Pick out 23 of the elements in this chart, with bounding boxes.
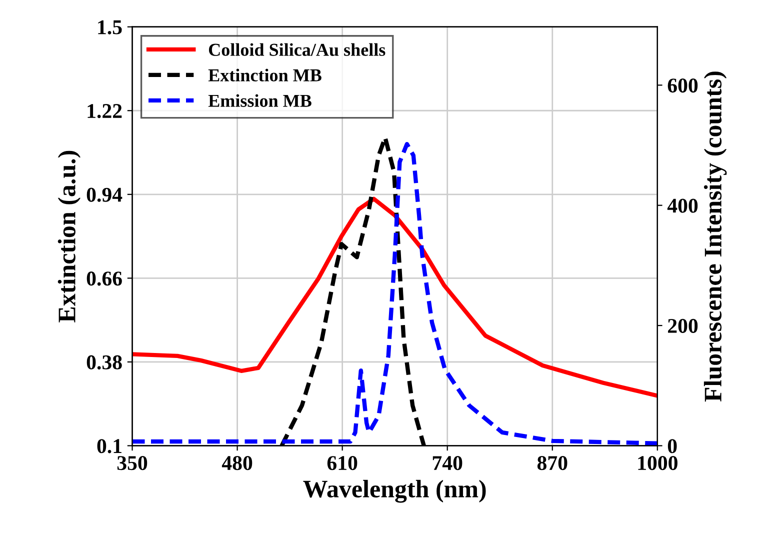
y2-tick-label: 600	[668, 78, 698, 93]
x-tick-label: 480	[222, 456, 252, 470]
x-tick-label: 740	[432, 456, 462, 470]
legend-label: Extinction MB	[208, 68, 322, 82]
line-series	[132, 196, 658, 398]
y-tick-label: 0.66	[86, 272, 122, 286]
x-tick-label: 870	[537, 456, 568, 470]
legend-label: Colloid Silica/Au shells	[208, 43, 386, 56]
y-axis-title: Extinction (a.u.)	[58, 150, 81, 322]
y-tick-label: 1.22	[88, 104, 122, 118]
y-tick-label: 0.94	[86, 188, 122, 202]
y-tick-label: 0.38	[86, 355, 122, 370]
y-tick-label: 1.5	[98, 20, 122, 34]
x-axis-title: Wavelength (nm)	[303, 480, 486, 503]
y2-tick-label: 0	[668, 439, 677, 454]
y2-tick-label: 200	[668, 318, 698, 333]
y-tick-label: 0.1	[97, 439, 122, 454]
x-tick-label: 1000	[638, 456, 678, 470]
legend-label: Emission MB	[208, 94, 312, 107]
y2-tick-label: 400	[667, 198, 698, 213]
x-tick-label: 350	[117, 456, 148, 470]
y2-axis-title: Fluorescence Intensity (counts)	[704, 72, 727, 402]
x-tick-label: 610	[327, 456, 358, 470]
